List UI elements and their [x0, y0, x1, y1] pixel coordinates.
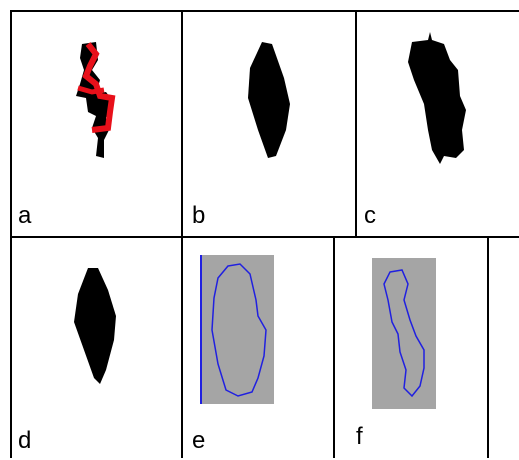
panel-label: d: [18, 427, 31, 454]
panel-label: e: [192, 427, 205, 454]
micrograph: [200, 255, 274, 404]
blob: [74, 268, 116, 384]
panel-label: a: [18, 202, 32, 229]
panel-label: f: [356, 423, 363, 450]
panel-a-image: [76, 42, 112, 158]
panel-label: b: [192, 202, 205, 229]
panel-label: c: [364, 202, 376, 229]
figure: a b c d e f: [0, 0, 519, 460]
blob: [408, 32, 466, 164]
blob: [248, 42, 290, 158]
